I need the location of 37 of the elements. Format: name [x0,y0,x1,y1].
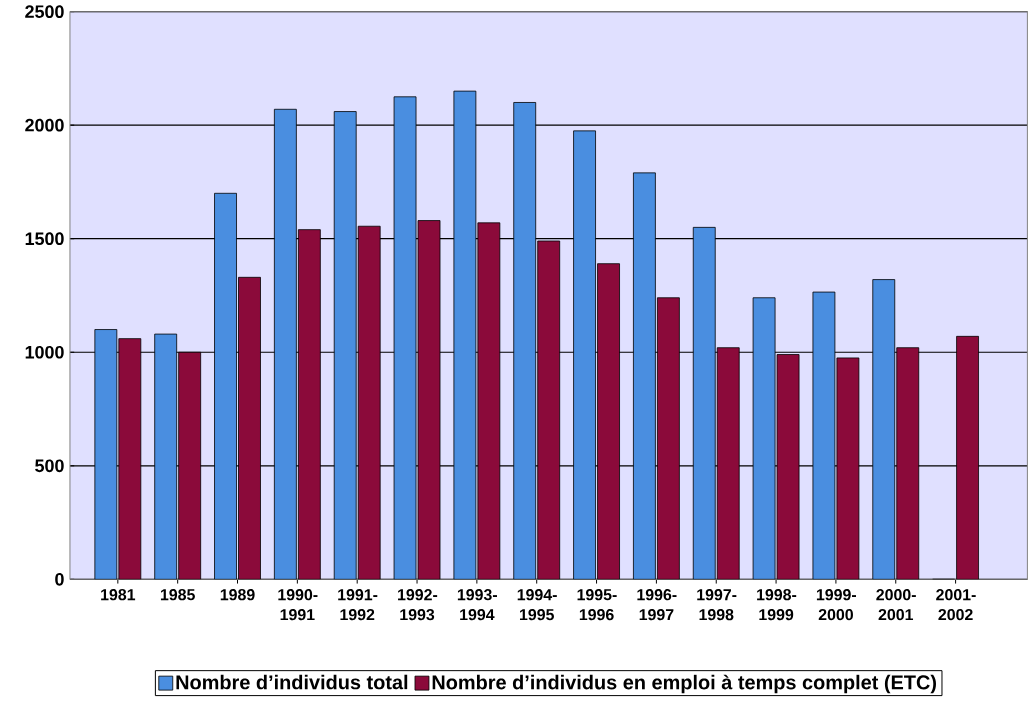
y-tick-label: 0 [55,572,64,586]
bar [573,130,596,580]
y-tick-label: 1000 [25,345,64,359]
bar [812,291,836,580]
x-tick-label: 1990-1991 [278,588,318,621]
bar [214,192,237,580]
bar [692,226,716,580]
x-tick-label: 1985 [160,588,195,601]
x-tick-label: 1995-1996 [577,588,617,621]
x-tick-label: 1996-1997 [637,588,677,621]
bar [94,329,118,580]
legend-label: Nombre d’individus en emploi à temps complet (ETC) [432,674,936,694]
bar [633,172,656,580]
bar [393,96,417,580]
x-tick-label: 1981 [101,588,136,601]
y-tick-label: 500 [35,459,64,473]
bar [513,101,537,580]
bar [154,333,178,580]
x-tick-label: 1997-1998 [697,588,737,621]
legend-label: Nombre d’individus total [176,674,408,690]
y-tick-label: 2500 [25,5,64,18]
x-tick-label: 1998-1999 [757,588,797,621]
x-tick-label: 2001-2002 [936,588,976,621]
bar [752,297,776,580]
x-tick-label: 1991-1992 [338,588,378,621]
bar [333,111,357,580]
x-tick-label: 1989 [220,588,255,601]
x-tick-label: 1999-2000 [816,588,857,621]
x-tick-label: 2000-2001 [876,588,916,621]
bar [872,279,896,580]
y-tick-label: 1500 [25,232,64,245]
y-tick-label: 2000 [25,118,64,132]
x-tick-label: 1994-1995 [517,588,557,621]
bar [453,90,477,580]
x-tick-label: 1992-1993 [398,588,438,621]
x-tick-label: 1993-1994 [457,588,497,621]
bar [273,108,297,580]
